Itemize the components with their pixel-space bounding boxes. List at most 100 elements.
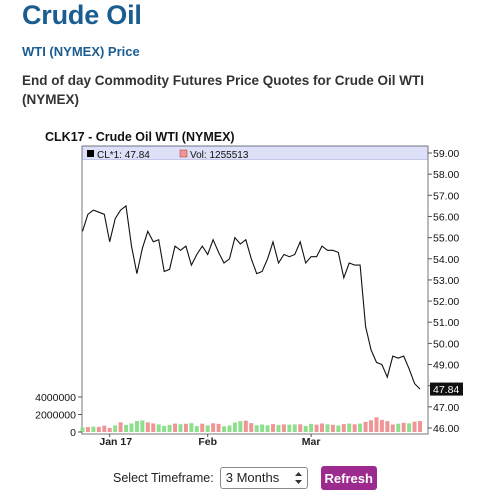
volume-tick-label: 0 [70, 427, 76, 439]
volume-bar [276, 425, 281, 432]
price-chart: CL*1: 47.84 Vol: 1255513 59.00 58.00 57.00 56… [35, 145, 463, 448]
page-description: End of day Commodity Futures Price Quote… [22, 73, 425, 107]
volume-bar [216, 423, 221, 432]
volume-bar [336, 425, 341, 432]
volume-bar [227, 425, 232, 432]
plot-frame [81, 145, 429, 435]
volume-bar [287, 424, 292, 432]
legend-band [82, 146, 428, 160]
volume-bar [265, 425, 270, 432]
volume-bar [292, 424, 297, 432]
volume-bar [254, 425, 259, 432]
timeframe-controls: Select Timeframe: 3 Months Refresh [113, 466, 377, 490]
volume-bar [358, 423, 363, 432]
volume-bar [314, 424, 319, 432]
refresh-button[interactable]: Refresh [320, 466, 377, 490]
volume-bar [194, 426, 199, 432]
price-tick-label: 52.00 [433, 296, 459, 308]
x-tick-label: Feb [198, 436, 217, 448]
timeframe-select-value: 3 Months [225, 470, 280, 485]
volume-bar [118, 422, 123, 432]
legend-close-swatch [87, 150, 94, 157]
legend-close-label: CL*1: 47.84 [97, 150, 150, 161]
volume-bar [309, 423, 314, 432]
price-tick-label: 59.00 [433, 148, 459, 160]
volume-bar [385, 421, 390, 432]
volume-bar [178, 424, 183, 432]
volume-bar [173, 423, 178, 432]
volume-bar [341, 424, 346, 432]
volume-bar [162, 425, 167, 432]
volume-bar [151, 423, 156, 432]
price-tick-label: 54.00 [433, 254, 459, 266]
volume-bar [243, 420, 248, 432]
volume-bar [249, 423, 254, 432]
volume-bar [396, 423, 401, 432]
volume-bar [211, 423, 216, 432]
volume-bar [183, 423, 188, 432]
volume-bar [281, 424, 286, 432]
volume-bar [418, 421, 422, 432]
price-tick-label: 49.00 [433, 360, 459, 372]
volume-bar [140, 420, 145, 432]
volume-bar [189, 423, 194, 432]
last-price-label: 47.84 [433, 384, 459, 396]
volume-bar [330, 424, 335, 432]
volume-bar [347, 423, 352, 432]
legend-volume-label: Vol: 1255513 [190, 150, 249, 161]
volume-bar [260, 424, 265, 432]
page-title: Crude Oil [22, 0, 142, 30]
price-tick-label: 50.00 [433, 338, 459, 350]
volume-bar [390, 424, 395, 432]
select-arrows-icon [294, 472, 302, 484]
volume-bar [401, 422, 406, 432]
volume-bar [107, 427, 112, 432]
volume-bar [205, 425, 210, 432]
volume-bar [238, 421, 243, 432]
timeframe-select[interactable]: 3 Months [219, 467, 308, 489]
volume-bar [134, 421, 139, 432]
volume-bar [222, 426, 227, 432]
volume-bar [200, 423, 205, 432]
volume-bar [232, 422, 237, 432]
volume-bar [412, 421, 417, 432]
volume-bar [113, 425, 118, 432]
volume-bar [298, 424, 303, 432]
volume-bar [352, 424, 357, 432]
volume-bar [363, 421, 368, 432]
volume-bar [96, 426, 101, 432]
volume-bar [91, 426, 96, 432]
volume-bar [369, 420, 374, 432]
volume-bar [124, 424, 129, 432]
chart-title: CLK17 - Crude Oil WTI (NYMEX) [45, 130, 235, 144]
price-tick-label: 55.00 [433, 233, 459, 245]
volume-bar [145, 422, 150, 432]
x-tick-label: Mar [302, 436, 321, 448]
price-tick-label: 56.00 [433, 211, 459, 223]
price-tick-label: 58.00 [433, 169, 459, 181]
x-tick-label: Jan 17 [99, 436, 132, 448]
volume-bar [156, 424, 161, 432]
volume-bar [374, 417, 379, 432]
price-line [81, 204, 421, 390]
volume-bar [129, 423, 134, 432]
price-tick-label: 47.00 [433, 402, 459, 414]
page-subtitle: WTI (NYMEX) Price [22, 44, 140, 59]
price-tick-label: 53.00 [433, 275, 459, 287]
volume-bar [80, 427, 85, 432]
volume-bar [303, 425, 308, 432]
price-tick-label: 51.00 [433, 317, 459, 329]
volume-bar [379, 419, 384, 432]
volume-bar [85, 427, 90, 432]
timeframe-label: Select Timeframe: [113, 471, 214, 485]
volume-bar [325, 424, 330, 432]
price-tick-label: 57.00 [433, 190, 459, 202]
volume-tick-label: 4000000 [35, 392, 76, 404]
legend-volume-swatch [179, 149, 188, 158]
volume-tick-label: 2000000 [35, 410, 76, 422]
volume-bar [320, 423, 325, 432]
volume-bar [407, 423, 412, 432]
last-price-marker [430, 382, 463, 396]
volume-bar [102, 425, 107, 432]
volume-bar [167, 424, 172, 432]
